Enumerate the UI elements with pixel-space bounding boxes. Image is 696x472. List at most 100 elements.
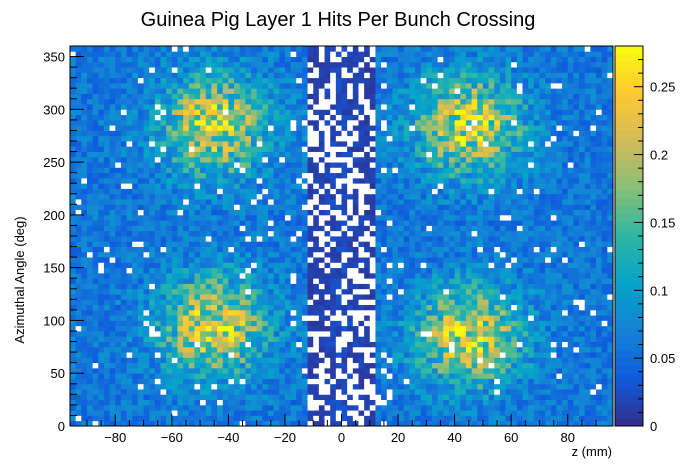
heatmap-cell — [404, 294, 410, 300]
heatmap-cell — [539, 410, 545, 416]
heatmap-cell — [347, 326, 353, 332]
heatmap-cell — [387, 389, 393, 395]
heatmap-cell — [313, 199, 319, 205]
heatmap-cell — [262, 410, 268, 416]
heatmap-cell — [607, 225, 613, 231]
heatmap-cell — [353, 215, 359, 221]
heatmap-cell — [539, 220, 545, 226]
heatmap-cell — [432, 347, 438, 353]
heatmap-cell — [466, 247, 472, 253]
heatmap-cell — [223, 357, 229, 363]
heatmap-cell — [398, 394, 404, 400]
heatmap-cell — [353, 162, 359, 168]
heatmap-cell — [404, 352, 410, 358]
heatmap-cell — [217, 357, 223, 363]
heatmap-cell — [607, 167, 613, 173]
heatmap-cell — [291, 152, 297, 158]
heatmap-cell — [132, 225, 138, 231]
heatmap-cell — [585, 310, 591, 316]
heatmap-cell — [206, 220, 212, 226]
heatmap-cell — [534, 363, 540, 369]
heatmap-cell — [104, 331, 110, 337]
heatmap-cell — [336, 231, 342, 237]
heatmap-cell — [121, 373, 127, 379]
heatmap-cell — [115, 268, 121, 274]
heatmap-cell — [313, 278, 319, 284]
heatmap-cell — [291, 189, 297, 195]
heatmap-cell — [274, 373, 280, 379]
heatmap-cell — [517, 252, 523, 258]
heatmap-cell — [358, 247, 364, 253]
heatmap-cell — [523, 379, 529, 385]
heatmap-cell — [409, 162, 415, 168]
heatmap-cell — [161, 305, 167, 311]
heatmap-cell — [330, 400, 336, 406]
heatmap-cell — [432, 394, 438, 400]
heatmap-cell — [268, 331, 274, 337]
heatmap-cell — [93, 146, 99, 152]
heatmap-cell — [149, 278, 155, 284]
heatmap-cell — [455, 173, 461, 179]
heatmap-cell — [579, 215, 585, 221]
heatmap-cell — [127, 326, 133, 332]
heatmap-cell — [483, 210, 489, 216]
heatmap-cell — [551, 257, 557, 263]
heatmap-cell — [573, 342, 579, 348]
heatmap-cell — [177, 342, 183, 348]
heatmap-cell — [573, 326, 579, 332]
heatmap-cell — [211, 194, 217, 200]
heatmap-cell — [274, 305, 280, 311]
heatmap-cell — [472, 400, 478, 406]
heatmap-cell — [342, 389, 348, 395]
heatmap-cell — [166, 294, 172, 300]
heatmap-cell — [70, 225, 76, 231]
heatmap-cell — [296, 220, 302, 226]
heatmap-cell — [166, 299, 172, 305]
heatmap-cell — [381, 347, 387, 353]
heatmap-cell — [551, 368, 557, 374]
heatmap-cell — [590, 257, 596, 263]
heatmap-cell — [364, 152, 370, 158]
heatmap-cell — [155, 326, 161, 332]
heatmap-cell — [404, 331, 410, 337]
heatmap-cell — [274, 268, 280, 274]
heatmap-cell — [194, 305, 200, 311]
heatmap-cell — [528, 152, 534, 158]
heatmap-cell — [398, 173, 404, 179]
heatmap-cell — [319, 289, 325, 295]
heatmap-cell — [568, 342, 574, 348]
heatmap-cell — [477, 152, 483, 158]
heatmap-cell — [325, 194, 331, 200]
heatmap-cell — [81, 379, 87, 385]
heatmap-cell — [460, 173, 466, 179]
heatmap-cell — [511, 199, 517, 205]
heatmap-cell — [585, 294, 591, 300]
heatmap-cell — [70, 363, 76, 369]
heatmap-cell — [370, 257, 376, 263]
heatmap-cell — [539, 278, 545, 284]
heatmap-cell — [161, 331, 167, 337]
heatmap-cell — [200, 299, 206, 305]
heatmap-cell — [262, 236, 268, 242]
heatmap-cell — [161, 310, 167, 316]
heatmap-cell — [127, 363, 133, 369]
heatmap-cell — [132, 273, 138, 279]
heatmap-cell — [228, 294, 234, 300]
heatmap-cell — [494, 178, 500, 184]
heatmap-cell — [585, 157, 591, 163]
heatmap-cell — [81, 278, 87, 284]
heatmap-cell — [189, 215, 195, 221]
heatmap-cell — [302, 326, 308, 332]
heatmap-cell — [370, 225, 376, 231]
heatmap-cell — [494, 257, 500, 263]
heatmap-cell — [545, 336, 551, 342]
heatmap-cell — [319, 384, 325, 390]
heatmap-cell — [110, 326, 116, 332]
heatmap-cell — [460, 289, 466, 295]
heatmap-cell — [183, 400, 189, 406]
heatmap-cell — [506, 284, 512, 290]
heatmap-cell — [381, 289, 387, 295]
heatmap-cell — [409, 405, 415, 411]
heatmap-cell — [358, 284, 364, 290]
heatmap-cell — [155, 194, 161, 200]
